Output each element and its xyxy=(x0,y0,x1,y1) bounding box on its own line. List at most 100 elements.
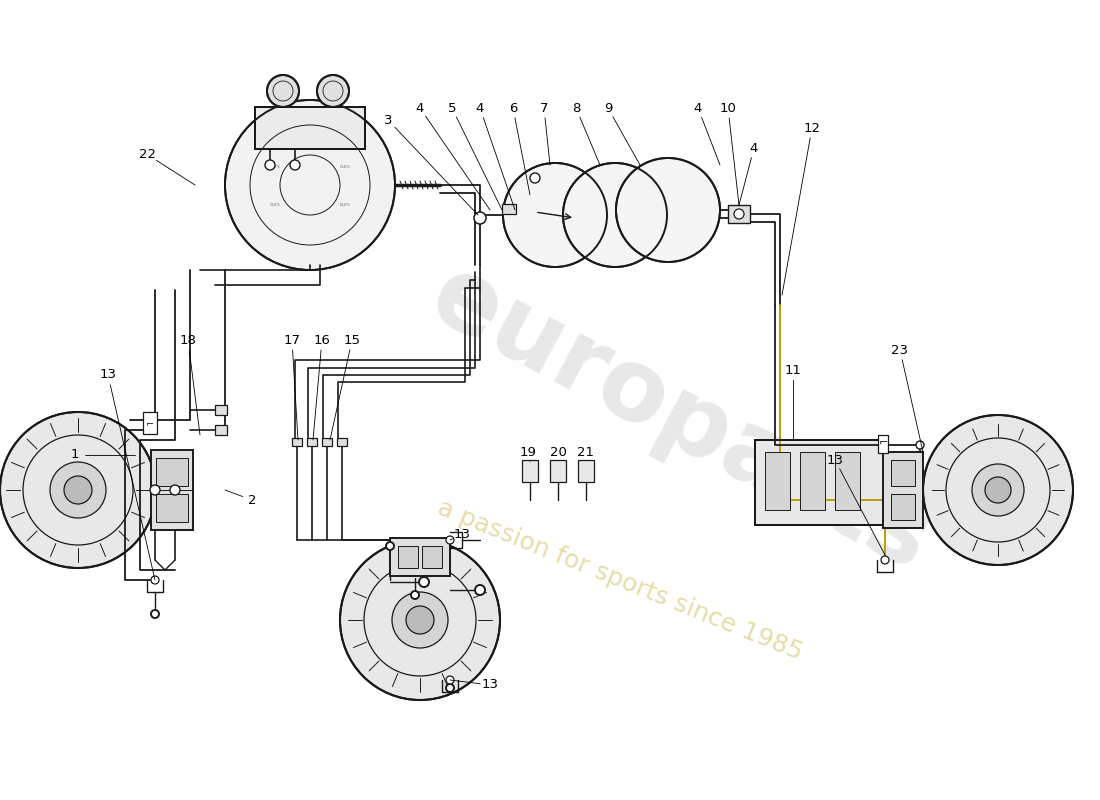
Text: 8: 8 xyxy=(572,102,580,114)
Text: ⌐: ⌐ xyxy=(146,418,154,428)
Circle shape xyxy=(150,485,160,495)
Bar xyxy=(883,452,923,528)
Text: 18: 18 xyxy=(179,334,197,346)
Bar xyxy=(764,452,790,510)
Text: 22: 22 xyxy=(140,149,156,162)
Text: 4: 4 xyxy=(476,102,484,114)
Bar xyxy=(755,440,886,525)
Circle shape xyxy=(530,173,540,183)
Bar xyxy=(307,438,317,446)
Circle shape xyxy=(916,441,924,449)
Bar xyxy=(322,438,332,446)
Text: 15: 15 xyxy=(343,334,361,346)
Bar xyxy=(156,494,188,522)
Bar xyxy=(728,205,750,223)
Circle shape xyxy=(340,540,500,700)
Circle shape xyxy=(984,477,1011,503)
Circle shape xyxy=(923,415,1072,565)
Circle shape xyxy=(64,476,92,504)
Text: 13: 13 xyxy=(453,529,471,542)
Text: ours: ours xyxy=(270,202,280,206)
Bar xyxy=(755,440,886,525)
Bar xyxy=(390,538,450,576)
Circle shape xyxy=(411,591,419,599)
Bar xyxy=(292,438,302,446)
Bar xyxy=(214,425,227,435)
Circle shape xyxy=(386,542,394,550)
Circle shape xyxy=(267,75,299,107)
Bar xyxy=(151,450,192,530)
Text: ours: ours xyxy=(339,202,350,206)
Circle shape xyxy=(446,676,454,684)
Bar xyxy=(143,412,157,434)
Bar xyxy=(550,460,566,482)
Text: 12: 12 xyxy=(803,122,821,134)
Circle shape xyxy=(563,163,667,267)
Bar xyxy=(390,538,450,576)
Text: 4: 4 xyxy=(416,102,425,114)
Text: 10: 10 xyxy=(719,102,736,114)
Text: 23: 23 xyxy=(891,343,909,357)
Text: 7: 7 xyxy=(540,102,548,114)
Bar xyxy=(578,460,594,482)
Circle shape xyxy=(474,212,486,224)
Text: 4: 4 xyxy=(750,142,758,154)
Text: 17: 17 xyxy=(284,334,300,346)
Bar xyxy=(214,405,227,415)
Bar xyxy=(398,546,418,568)
Bar xyxy=(502,204,516,214)
Circle shape xyxy=(290,160,300,170)
Text: ⌐: ⌐ xyxy=(878,439,888,449)
Bar xyxy=(422,546,442,568)
Bar xyxy=(255,107,365,149)
Bar xyxy=(878,435,888,453)
Circle shape xyxy=(317,75,349,107)
Bar xyxy=(800,452,825,510)
Text: 19: 19 xyxy=(519,446,537,458)
Text: 11: 11 xyxy=(784,363,802,377)
Text: 13: 13 xyxy=(482,678,498,691)
Text: ours: ours xyxy=(339,163,350,169)
Bar xyxy=(883,452,923,528)
Circle shape xyxy=(419,577,429,587)
Text: 20: 20 xyxy=(550,446,566,458)
Bar xyxy=(156,458,188,486)
Bar xyxy=(891,460,915,486)
Text: europarts: europarts xyxy=(414,247,947,593)
Bar xyxy=(337,438,346,446)
Circle shape xyxy=(226,100,395,270)
Circle shape xyxy=(972,464,1024,516)
Bar xyxy=(522,460,538,482)
Bar xyxy=(151,450,192,530)
Circle shape xyxy=(151,576,160,584)
Circle shape xyxy=(446,684,454,692)
Text: 5: 5 xyxy=(448,102,456,114)
Circle shape xyxy=(406,606,434,634)
Text: 2: 2 xyxy=(248,494,256,506)
Circle shape xyxy=(616,158,721,262)
Circle shape xyxy=(50,462,106,518)
Circle shape xyxy=(475,585,485,595)
Circle shape xyxy=(881,556,889,564)
Circle shape xyxy=(151,610,160,618)
Text: ours: ours xyxy=(270,163,280,169)
Bar xyxy=(835,452,860,510)
Text: 3: 3 xyxy=(384,114,393,126)
Circle shape xyxy=(0,412,156,568)
Text: 16: 16 xyxy=(314,334,330,346)
Text: 6: 6 xyxy=(509,102,517,114)
Text: 21: 21 xyxy=(578,446,594,458)
Circle shape xyxy=(446,536,454,544)
Circle shape xyxy=(170,485,180,495)
Text: 1: 1 xyxy=(70,449,79,462)
Bar xyxy=(891,494,915,520)
Text: a passion for sports since 1985: a passion for sports since 1985 xyxy=(434,495,806,665)
Text: 4: 4 xyxy=(694,102,702,114)
Text: 13: 13 xyxy=(99,369,117,382)
Circle shape xyxy=(503,163,607,267)
Circle shape xyxy=(265,160,275,170)
Bar xyxy=(255,107,365,149)
Text: 9: 9 xyxy=(604,102,613,114)
Text: 13: 13 xyxy=(826,454,844,466)
Circle shape xyxy=(392,592,448,648)
